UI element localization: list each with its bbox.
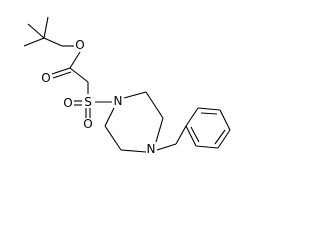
bonds — [23, 16, 231, 153]
bond — [185, 125, 197, 147]
bond — [104, 125, 122, 151]
bond — [27, 23, 45, 39]
bond — [120, 149, 147, 153]
bond — [23, 37, 45, 47]
atom-labels: O O S O O N N — [41, 38, 155, 156]
atom-label: S — [84, 95, 92, 109]
atom-label: O — [75, 38, 84, 52]
atom-label: N — [147, 142, 156, 156]
bond — [156, 143, 177, 151]
bond — [104, 107, 115, 127]
bond — [219, 109, 231, 131]
bond — [43, 16, 49, 39]
atom-label: O — [41, 71, 50, 85]
page: O O S O O N N (() => { const data = JSON… — [23, 16, 231, 156]
bond — [195, 145, 219, 149]
bond — [123, 91, 147, 99]
bond — [155, 117, 164, 143]
atom-label: O — [83, 117, 92, 131]
bond — [197, 107, 221, 111]
bond — [175, 125, 187, 145]
bond — [43, 37, 63, 47]
atom-label: O — [63, 96, 72, 110]
bond — [145, 91, 164, 119]
bond — [52, 71, 72, 79]
bond — [190, 126, 200, 143]
bond — [185, 107, 199, 127]
bond — [200, 112, 218, 115]
bond — [69, 67, 89, 83]
structure-diagram: O O S O O N N — [23, 16, 231, 156]
bond — [51, 67, 71, 75]
bond — [69, 51, 81, 69]
atom-label: N — [114, 94, 123, 108]
bond — [217, 129, 231, 149]
bond — [214, 129, 226, 145]
